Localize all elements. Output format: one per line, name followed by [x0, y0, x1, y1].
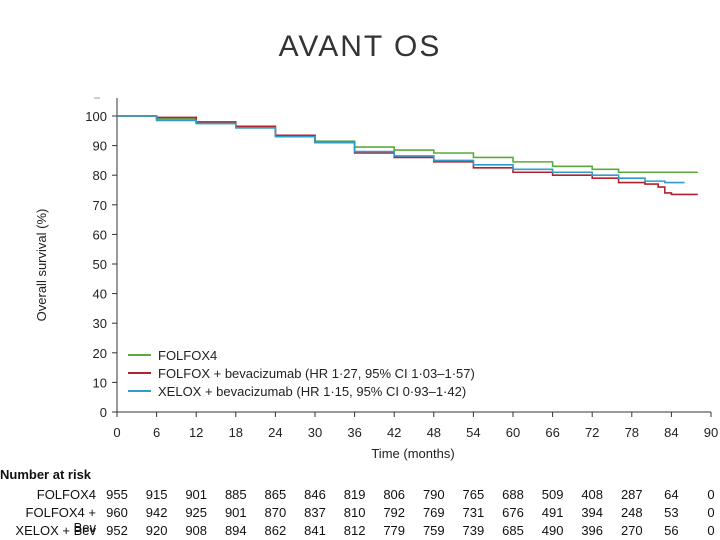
risk-cell: 901 [185, 487, 208, 502]
x-tick-label: 24 [268, 425, 282, 440]
risk-cell: 490 [541, 523, 564, 538]
risk-cell: 870 [264, 505, 287, 520]
legend-label-0: FOLFOX4 [158, 348, 217, 363]
y-tick-label: 50 [93, 257, 107, 272]
risk-cell: 862 [264, 523, 287, 538]
risk-cell: 688 [502, 487, 524, 502]
risk-cell: 769 [422, 505, 445, 520]
x-tick-label: 54 [466, 425, 480, 440]
risk-cell: 885 [224, 487, 247, 502]
x-tick-label: 0 [113, 425, 120, 440]
risk-cell: 779 [383, 523, 406, 538]
risk-cell: 394 [581, 505, 604, 520]
chart-axes [94, 97, 712, 417]
y-tick-label: 20 [93, 346, 107, 361]
y-tick-label: 0 [100, 405, 107, 420]
risk-cell: 676 [502, 505, 524, 520]
y-tick-label: 80 [93, 168, 107, 183]
survival-chart: 0 10 20 30 40 50 60 70 80 90 100 0 6 12 18 24 30 36 42 48 54… [34, 97, 718, 461]
risk-cell: 915 [145, 487, 168, 502]
risk-cell: 396 [581, 523, 604, 538]
risk-cell: 759 [422, 523, 445, 538]
legend-label-1: FOLFOX + bevacizumab (HR 1·27, 95% CI 1·… [158, 366, 475, 381]
risk-cell: 837 [304, 505, 326, 520]
risk-cell: 908 [185, 523, 208, 538]
legend-label-2: XELOX + bevacizumab (HR 1·15, 95% CI 0·9… [158, 384, 466, 399]
risk-cell: 685 [502, 523, 524, 538]
risk-cell: 812 [343, 523, 366, 538]
risk-cell: 925 [185, 505, 208, 520]
risk-cell: 960 [106, 505, 128, 520]
y-tick-label: 30 [93, 316, 107, 331]
chart-legend: FOLFOX4 FOLFOX + bevacizumab (HR 1·27, 95… [128, 348, 475, 399]
risk-cell: 841 [304, 523, 326, 538]
x-tick-label: 60 [506, 425, 520, 440]
x-tick-label: 42 [387, 425, 401, 440]
risk-cell: 491 [541, 505, 564, 520]
risk-row-label: FOLFOX4 [36, 487, 96, 502]
x-axis-label: Time (months) [371, 446, 454, 461]
x-tick-label: 6 [153, 425, 160, 440]
risk-cell: 408 [581, 487, 604, 502]
x-tick-label: 90 [704, 425, 718, 440]
survival-curve-0 [117, 115, 698, 174]
risk-cell: 810 [343, 505, 366, 520]
risk-cell: 0 [707, 523, 715, 538]
risk-cell: 901 [224, 505, 247, 520]
risk-cell: 894 [224, 523, 247, 538]
risk-row-label: FOLFOX4 + Bev [25, 505, 96, 535]
tick-labels: 0 10 20 30 40 50 60 70 80 90 100 0 6 12 18 24 30 36 42 48 54… [85, 109, 718, 440]
risk-cell: 920 [145, 523, 168, 538]
y-tick-label: 60 [93, 227, 107, 242]
risk-cell: 0 [707, 505, 715, 520]
risk-cell: 509 [541, 487, 564, 502]
risk-cell: 0 [707, 487, 715, 502]
x-tick-label: 84 [664, 425, 678, 440]
y-tick-label: 40 [93, 287, 107, 302]
x-tick-label: 48 [427, 425, 441, 440]
risk-table-header: Number at risk [0, 467, 92, 482]
risk-cell: 865 [264, 487, 287, 502]
risk-row-label: XELOX + Bev [15, 523, 96, 538]
risk-cell: 819 [343, 487, 366, 502]
risk-cell: 792 [383, 505, 406, 520]
risk-cell: 790 [422, 487, 445, 502]
risk-cell: 942 [145, 505, 168, 520]
y-tick-label: 10 [93, 375, 107, 390]
risk-cell: 765 [462, 487, 485, 502]
y-tick-label: 100 [85, 109, 107, 124]
risk-cell: 64 [664, 487, 679, 502]
x-tick-label: 72 [585, 425, 599, 440]
risk-cell: 806 [383, 487, 406, 502]
slide-title: AVANT OS [278, 30, 442, 63]
y-tick-label: 70 [93, 198, 107, 213]
x-tick-label: 78 [625, 425, 639, 440]
risk-cell: 952 [106, 523, 128, 538]
risk-cell: 53 [664, 505, 679, 520]
risk-cell: 248 [620, 505, 643, 520]
y-tick-label: 90 [93, 139, 107, 154]
x-tick-label: 30 [308, 425, 322, 440]
survival-curve-2 [117, 115, 685, 184]
x-tick-label: 66 [545, 425, 559, 440]
risk-cell: 56 [664, 523, 679, 538]
risk-cell: 846 [304, 487, 326, 502]
risk-cell: 731 [462, 505, 485, 520]
risk-cell: 739 [462, 523, 485, 538]
risk-cell: 270 [620, 523, 643, 538]
x-tick-label: 36 [347, 425, 361, 440]
risk-cell: 955 [106, 487, 128, 502]
y-axis-label: Overall survival (%) [34, 209, 49, 322]
x-tick-label: 18 [229, 425, 243, 440]
risk-cell: 287 [620, 487, 643, 502]
survival-curves [117, 115, 698, 196]
x-tick-label: 12 [189, 425, 203, 440]
